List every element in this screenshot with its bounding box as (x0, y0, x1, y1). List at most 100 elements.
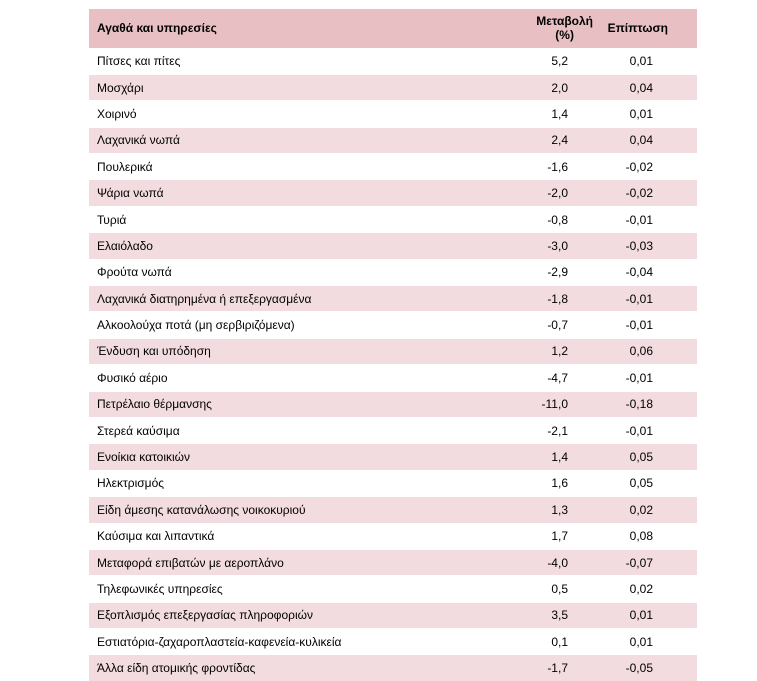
row-item-name: Πίτσες και πίτες (97, 54, 181, 69)
row-change-percent: -11,0 (541, 397, 568, 412)
header-change-unit: (%) (555, 28, 574, 43)
row-change-percent: -4,0 (547, 555, 568, 570)
row-change-percent: -2,1 (547, 423, 568, 438)
row-change-percent: 1,2 (551, 344, 568, 359)
row-item-name: Αλκοολούχα ποτά (μη σερβιριζόμενα) (97, 318, 295, 333)
table-row: Μεταφορά επιβατών με αεροπλάνο -4,0 -0,07 (89, 549, 697, 576)
row-item-name: Εξοπλισμός επεξεργασίας πληροφοριών (97, 608, 313, 623)
row-change-percent: -4,7 (547, 370, 568, 385)
row-change-percent: -1,8 (547, 291, 568, 306)
row-impact: 0,06 (629, 344, 653, 359)
row-item-name: Ενοίκια κατοικιών (97, 450, 191, 465)
row-impact: -0,05 (625, 661, 653, 676)
row-change-percent: 1,6 (551, 476, 568, 491)
row-impact: 0,01 (629, 634, 653, 649)
row-item-name: Φυσικό αέριο (97, 370, 168, 385)
table-row: Μοσχάρι 2,0 0,04 (89, 74, 697, 101)
table-row: Τηλεφωνικές υπηρεσίες 0,5 0,02 (89, 575, 697, 603)
table-row: Ένδυση και υπόδηση 1,2 0,06 (89, 338, 697, 365)
row-change-percent: 5,2 (551, 54, 568, 69)
row-item-name: Τυριά (97, 212, 127, 227)
row-change-percent: -1,7 (547, 661, 568, 676)
row-item-name: Τηλεφωνικές υπηρεσίες (97, 582, 223, 596)
row-item-name: Καύσιμα και λιπαντικά (97, 529, 215, 544)
table-row: Ενοίκια κατοικιών 1,4 0,05 (89, 443, 697, 471)
row-item-name: Άλλα είδη ατομικής φροντίδας (97, 661, 256, 676)
table-row: Ψάρια νωπά -2,0 -0,02 (89, 179, 697, 207)
row-impact: 0,01 (629, 106, 653, 121)
row-impact: -0,07 (625, 555, 653, 570)
table-row: Πετρέλαιο θέρμανσης -11,0 -0,18 (89, 391, 697, 418)
row-impact: -0,01 (625, 423, 653, 438)
row-change-percent: -3,0 (547, 238, 568, 253)
header-goods-services: Αγαθά και υπηρεσίες (97, 21, 217, 36)
row-item-name: Εστιατόρια-ζαχαροπλαστεία-καφενεία-κυλικ… (97, 634, 342, 649)
row-item-name: Ψάρια νωπά (97, 186, 164, 201)
row-change-percent: 2,4 (551, 133, 568, 148)
row-change-percent: -0,7 (547, 318, 568, 333)
table-row: Εστιατόρια-ζαχαροπλαστεία-καφενεία-κυλικ… (89, 628, 697, 655)
row-change-percent: -1,6 (547, 159, 568, 174)
row-change-percent: 1,4 (551, 450, 568, 465)
row-item-name: Λαχανικά νωπά (97, 133, 180, 148)
table-row: Λαχανικά διατηρημένα ή επεξεργασμένα -1,8… (89, 285, 697, 312)
row-change-percent: 1,7 (551, 529, 568, 544)
row-change-percent: -2,9 (547, 265, 568, 280)
row-item-name: Χοιρινό (97, 106, 137, 121)
row-change-percent: 2,0 (551, 80, 568, 95)
row-impact: -0,01 (625, 291, 653, 306)
table-row: Χοιρινό 1,4 0,01 (89, 100, 697, 128)
row-item-name: Φρούτα νωπά (97, 265, 172, 280)
row-impact: 0,01 (629, 608, 653, 623)
row-item-name: Είδη άμεσης κατανάλωσης νοικοκυριού (97, 502, 306, 517)
row-change-percent: 0,5 (551, 582, 568, 596)
row-impact: -0,02 (625, 186, 653, 201)
row-item-name: Λαχανικά διατηρημένα ή επεξεργασμένα (97, 291, 312, 306)
table-row: Τυριά -0,8 -0,01 (89, 206, 697, 233)
table-row: Πίτσες και πίτες 5,2 0,01 (89, 48, 697, 75)
row-impact: -0,01 (625, 318, 653, 333)
goods-services-table-container: Αγαθά και υπηρεσίες Μεταβολή (%) Επίπτωσ… (89, 9, 697, 681)
table-row: Φρούτα νωπά -2,9 -0,04 (89, 259, 697, 286)
table-row: Αλκοολούχα ποτά (μη σερβιριζόμενα) -0,7 -0… (89, 311, 697, 339)
table-row: Φυσικό αέριο -4,7 -0,01 (89, 364, 697, 392)
goods-services-table: Αγαθά και υπηρεσίες Μεταβολή (%) Επίπτωσ… (89, 9, 697, 681)
row-impact: 0,02 (629, 502, 653, 517)
table-row: Στερεά καύσιμα -2,1 -0,01 (89, 417, 697, 444)
table-row: Είδη άμεσης κατανάλωσης νοικοκυριού 1,3 0,… (89, 496, 697, 524)
row-impact: 0,01 (629, 54, 653, 69)
row-impact: -0,03 (625, 238, 653, 253)
row-impact: 0,02 (629, 582, 653, 596)
table-header-row: Αγαθά και υπηρεσίες Μεταβολή (%) Επίπτωσ… (89, 9, 697, 48)
row-change-percent: 3,5 (551, 608, 568, 623)
row-change-percent: 0,1 (551, 634, 568, 649)
row-item-name: Μεταφορά επιβατών με αεροπλάνο (97, 555, 284, 570)
row-impact: -0,01 (625, 212, 653, 227)
table-body: Πίτσες και πίτες 5,2 0,01 Μοσχάρι 2,0 0,04 Χοι… (89, 48, 697, 681)
row-impact: 0,04 (629, 80, 653, 95)
header-change-label: Μεταβολή (536, 14, 593, 29)
row-item-name: Πουλερικά (97, 159, 153, 174)
row-change-percent: 1,4 (551, 106, 568, 121)
row-impact: 0,05 (629, 476, 653, 491)
row-impact: -0,18 (625, 397, 653, 412)
table-header: Αγαθά και υπηρεσίες Μεταβολή (%) Επίπτωσ… (89, 9, 697, 48)
row-impact: 0,08 (629, 529, 653, 544)
table-row: Λαχανικά νωπά 2,4 0,04 (89, 127, 697, 154)
header-impact: Επίπτωση (607, 21, 668, 36)
row-change-percent: -2,0 (547, 186, 568, 201)
table-row: Πουλερικά -1,6 -0,02 (89, 153, 697, 180)
row-item-name: Μοσχάρι (97, 80, 144, 95)
row-item-name: Ηλεκτρισμός (97, 476, 165, 491)
row-item-name: Πετρέλαιο θέρμανσης (97, 397, 212, 412)
table-row: Καύσιμα και λιπαντικά 1,7 0,08 (89, 523, 697, 550)
row-item-name: Στερεά καύσιμα (97, 423, 180, 438)
row-impact: -0,01 (625, 370, 653, 385)
table-row: Ηλεκτρισμός 1,6 0,05 (89, 470, 697, 497)
table-row: Εξοπλισμός επεξεργασίας πληροφοριών 3,5 0,… (89, 602, 697, 629)
header-change-percent: Μεταβολή (%) (471, 9, 606, 48)
row-item-name: Ελαιόλαδο (97, 238, 153, 253)
row-change-percent: 1,3 (551, 502, 568, 517)
table-row: Ελαιόλαδο -3,0 -0,03 (89, 232, 697, 260)
row-change-percent: -0,8 (547, 212, 568, 227)
